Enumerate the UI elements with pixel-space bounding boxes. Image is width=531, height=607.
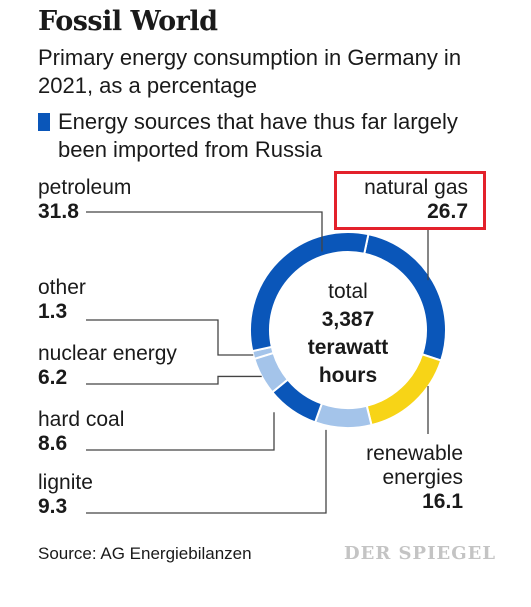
center-line-value: 3,387 bbox=[321, 308, 375, 331]
label-lignite: lignite 9.3 bbox=[38, 471, 93, 519]
label-natural-gas-value: 26.7 bbox=[427, 200, 468, 223]
label-natural-gas-name: natural gas bbox=[364, 176, 468, 199]
label-renewable: renewable energies 16.1 bbox=[330, 442, 463, 514]
label-lignite-name: lignite bbox=[38, 471, 93, 494]
slice-lignite bbox=[313, 402, 373, 429]
label-renewable-value: 16.1 bbox=[422, 490, 463, 513]
legend: Energy sources that have thus far largel… bbox=[38, 108, 478, 164]
center-line-unit-2: hours bbox=[318, 364, 378, 387]
label-hard-coal-name: hard coal bbox=[38, 408, 125, 431]
label-lignite-value: 9.3 bbox=[38, 495, 68, 518]
legend-text: Energy sources that have thus far largel… bbox=[58, 109, 458, 162]
label-nuclear-value: 6.2 bbox=[38, 366, 68, 389]
label-other-name: other bbox=[38, 276, 86, 299]
label-petroleum: petroleum 31.8 bbox=[38, 176, 131, 224]
slice-petroleum bbox=[249, 231, 370, 353]
label-other: other 1.3 bbox=[38, 276, 86, 324]
label-natural-gas: natural gas 26.7 bbox=[340, 176, 468, 224]
center-line-total: total bbox=[328, 280, 368, 303]
label-hard-coal-value: 8.6 bbox=[38, 432, 68, 455]
label-other-value: 1.3 bbox=[38, 300, 68, 323]
label-nuclear: nuclear energy 6.2 bbox=[38, 342, 177, 390]
center-line-unit-1: terawatt bbox=[307, 336, 389, 359]
label-renewable-name: renewable energies bbox=[366, 442, 463, 489]
label-petroleum-value: 31.8 bbox=[38, 200, 79, 223]
donut-center-total: total 3,387 terawatt hours bbox=[278, 278, 418, 390]
chart-title: Fossil World bbox=[38, 6, 218, 37]
leader-line-hard-coal bbox=[86, 412, 275, 451]
source-note: Source: AG Energiebilanzen bbox=[38, 544, 252, 563]
label-nuclear-name: nuclear energy bbox=[38, 342, 177, 365]
leader-line-other bbox=[86, 319, 254, 356]
legend-swatch bbox=[38, 113, 50, 131]
label-petroleum-name: petroleum bbox=[38, 176, 132, 199]
publisher-logo: DER SPIEGEL bbox=[344, 543, 496, 564]
leader-line-lignite bbox=[86, 429, 327, 514]
label-hard-coal: hard coal 8.6 bbox=[38, 408, 124, 456]
natural-gas-highlight-box bbox=[334, 171, 486, 230]
leader-line-petroleum bbox=[86, 211, 323, 252]
chart-subtitle: Primary energy consumption in Germany in… bbox=[38, 45, 462, 98]
leader-line-nuclear-energy bbox=[86, 375, 262, 385]
